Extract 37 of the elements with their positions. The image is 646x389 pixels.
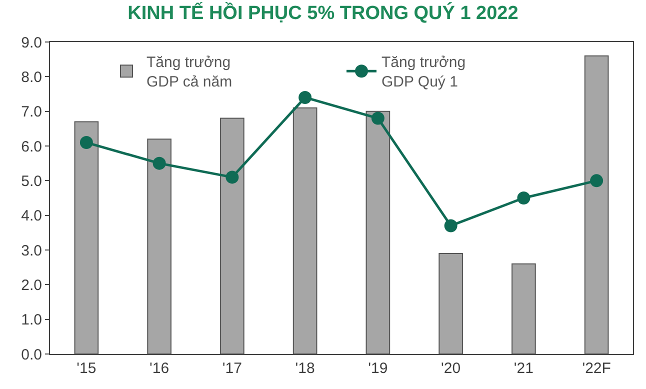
y-tick-label: 1.0 (21, 312, 42, 329)
point (298, 90, 312, 104)
bar (74, 121, 99, 354)
y-tick-label: 4.0 (21, 208, 42, 225)
y-tick-label: 3.0 (21, 242, 42, 260)
bar (584, 55, 609, 354)
point (371, 112, 384, 125)
y-tick-label: 6.0 (21, 138, 42, 156)
y-tick-label: 2.0 (21, 276, 42, 294)
bar (438, 252, 463, 354)
chart-title: KINH TẾ HỒI PHỤC 5% TRONG QUÝ 1 2022 (128, 1, 518, 24)
bar (220, 118, 244, 354)
x-tick-label: '17 (222, 360, 242, 377)
x-tick-label: '16 (150, 360, 170, 377)
point (226, 170, 239, 184)
bar (147, 138, 172, 354)
y-tick-label: 5.0 (21, 172, 42, 190)
bar (366, 110, 390, 354)
bar (512, 263, 536, 354)
x-tick-label: '22F (582, 360, 611, 377)
x-tick-label: '18 (295, 360, 315, 377)
x-tick-label: '15 (76, 360, 96, 377)
bar (292, 107, 318, 354)
y-tick-label: 9.0 (21, 34, 42, 52)
x-tick-label: '20 (441, 360, 461, 377)
point (590, 174, 604, 188)
point (80, 136, 93, 150)
point (517, 192, 530, 204)
y-tick-label: 8.0 (21, 68, 42, 86)
x-tick-label: '19 (368, 360, 388, 377)
legend-label: Tăng trưởng GDP cả năm (146, 54, 232, 91)
y-tick-label: 7.0 (21, 104, 42, 121)
point (444, 219, 458, 232)
point (152, 156, 166, 170)
y-tick-label: 0.0 (21, 346, 42, 364)
x-tick-label: '21 (514, 360, 534, 377)
legend-label: Tăng trưởng GDP Quý 1 (382, 54, 466, 91)
